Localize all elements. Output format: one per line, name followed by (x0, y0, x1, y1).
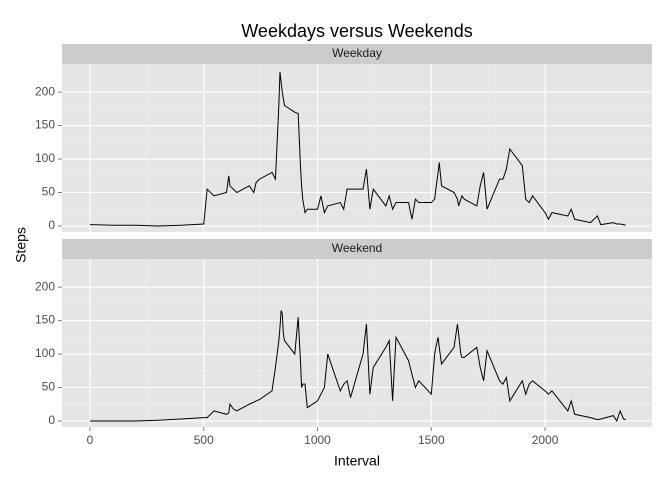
x-tick-label: 0 (87, 433, 94, 447)
y-tick-label: 200 (35, 279, 55, 293)
facet-label: Weekday (332, 46, 382, 60)
facet-label: Weekend (332, 241, 382, 255)
y-tick-label: 100 (35, 151, 55, 165)
panel-background (62, 259, 652, 427)
y-tick-label: 0 (48, 218, 55, 232)
facet-strip (62, 239, 652, 259)
data-line (89, 71, 626, 227)
x-tick-label: 1500 (418, 433, 445, 447)
x-tick-label: 500 (194, 433, 214, 447)
y-tick-label: 50 (42, 380, 56, 394)
y-tick-label: 150 (35, 313, 55, 327)
data-line (89, 310, 626, 423)
panel-background (62, 64, 652, 232)
facet-strip (62, 44, 652, 64)
y-tick-label: 150 (35, 118, 55, 132)
x-axis-label: Interval (334, 453, 380, 469)
chart-title: Weekdays versus Weekends (241, 21, 472, 41)
x-tick-label: 1000 (304, 433, 331, 447)
x-tick-label: 2000 (532, 433, 559, 447)
y-tick-label: 0 (48, 413, 55, 427)
y-tick-label: 50 (42, 185, 56, 199)
y-tick-label: 100 (35, 346, 55, 360)
y-tick-label: 200 (35, 84, 55, 98)
y-axis-label: Steps (13, 227, 29, 263)
